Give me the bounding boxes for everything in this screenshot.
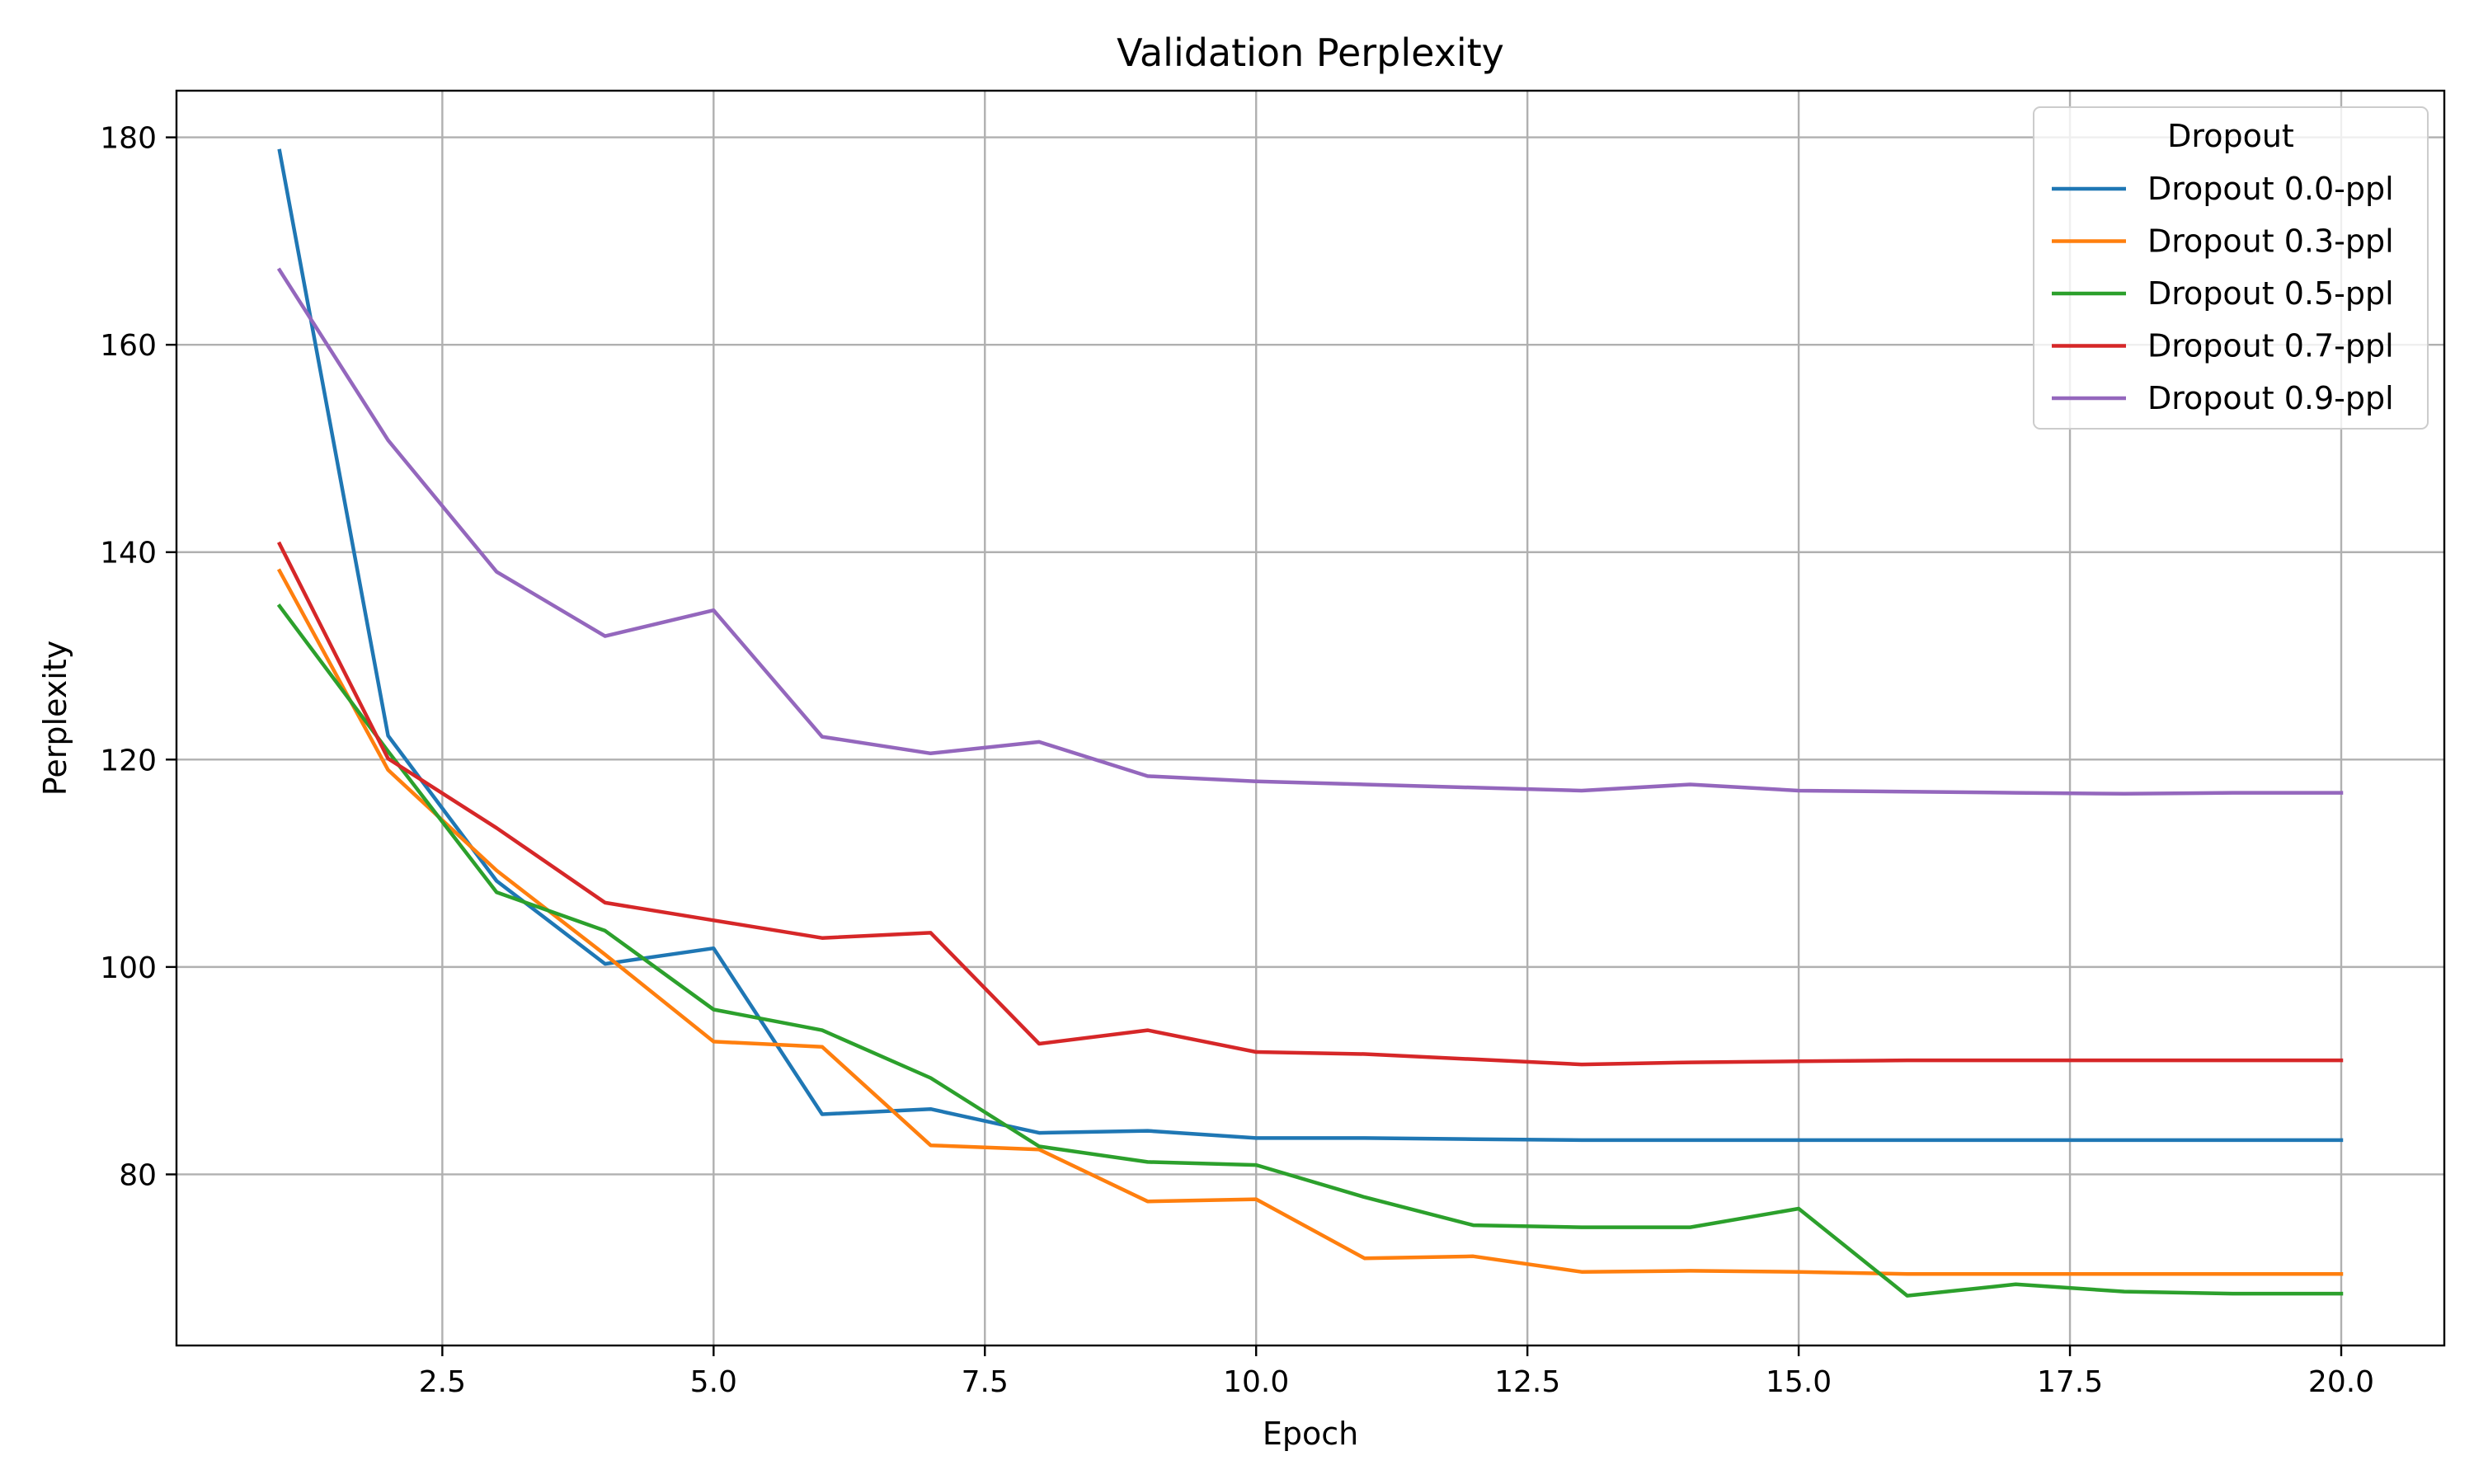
chart-title: Validation Perplexity — [1117, 31, 1504, 75]
series-line-0 — [277, 148, 2344, 1143]
legend-label: Dropout 0.7-ppl — [2147, 328, 2394, 364]
y-tick-label: 180 — [100, 122, 157, 156]
legend-label: Dropout 0.5-ppl — [2147, 275, 2394, 312]
legend-title: Dropout — [2167, 118, 2294, 154]
x-tick-label: 15.0 — [1766, 1365, 1832, 1399]
y-tick-label: 160 — [100, 329, 157, 363]
x-tick-label: 5.0 — [690, 1365, 737, 1399]
y-tick-label: 100 — [100, 951, 157, 985]
x-tick-label: 17.5 — [2037, 1365, 2103, 1399]
plot-series — [276, 148, 2344, 1298]
legend-box — [2033, 106, 2429, 430]
legend-label: Dropout 0.3-ppl — [2147, 223, 2394, 260]
series-line-3 — [276, 541, 2344, 1067]
legend-items: Dropout 0.0-ppl Dropout 0.3-ppl Dropout 0.… — [2052, 171, 2394, 416]
series-line-4 — [276, 267, 2344, 796]
y-tick-label: 80 — [119, 1158, 157, 1192]
legend-label: Dropout 0.9-ppl — [2147, 380, 2394, 416]
x-tick-label: 7.5 — [962, 1365, 1009, 1399]
x-tick-label: 12.5 — [1494, 1365, 1560, 1399]
y-axis-label: Perplexity — [37, 641, 73, 796]
axis-ticks: 2.5 5.0 7.5 10.0 12.5 15.0 17.5 20.0 80 100 120 140… — [100, 122, 2374, 1399]
x-tick-label: 2.5 — [419, 1365, 466, 1399]
series-line-1 — [276, 568, 2344, 1276]
x-axis-label: Epoch — [1263, 1416, 1358, 1452]
y-tick-label: 140 — [100, 537, 157, 571]
x-tick-label: 20.0 — [2308, 1365, 2374, 1399]
legend-label: Dropout 0.0-ppl — [2147, 171, 2394, 207]
plot-frame — [175, 89, 2446, 1347]
series-line-2 — [276, 603, 2344, 1298]
y-tick-label: 120 — [100, 744, 157, 777]
x-tick-label: 10.0 — [1223, 1365, 1289, 1399]
